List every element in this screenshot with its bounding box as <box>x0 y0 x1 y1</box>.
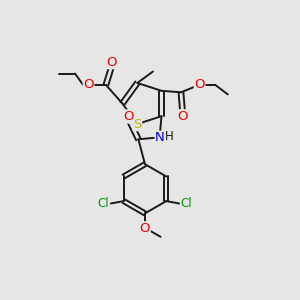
Text: O: O <box>177 110 188 123</box>
Text: Cl: Cl <box>181 197 192 210</box>
Text: O: O <box>106 56 117 69</box>
Text: N: N <box>155 131 165 144</box>
Text: O: O <box>83 78 94 92</box>
Text: O: O <box>194 78 205 91</box>
Text: Cl: Cl <box>98 197 109 210</box>
Text: O: O <box>140 222 150 235</box>
Text: H: H <box>165 130 174 143</box>
Text: O: O <box>123 110 134 123</box>
Text: S: S <box>133 118 142 130</box>
